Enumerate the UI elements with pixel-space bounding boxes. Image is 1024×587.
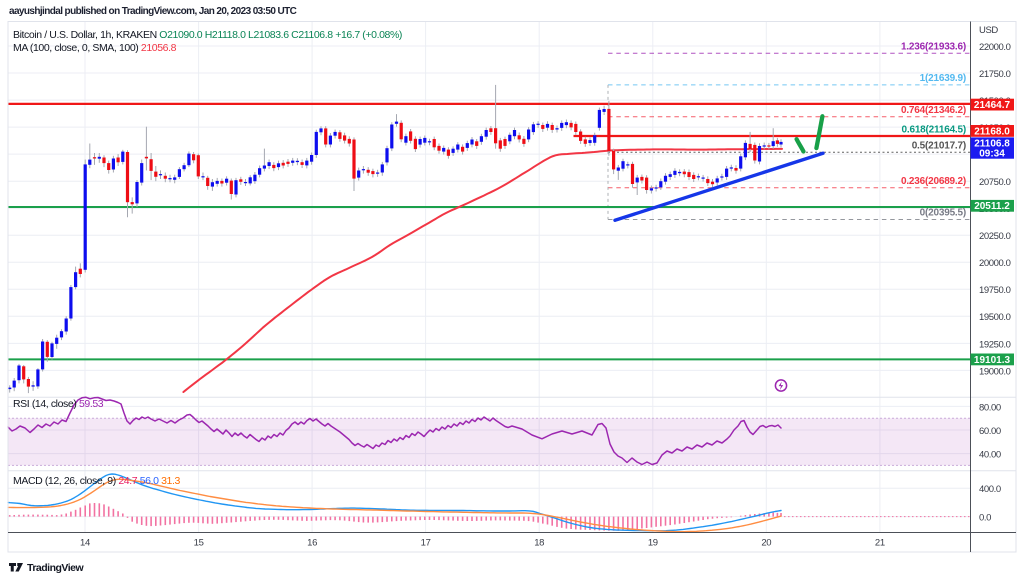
- svg-text:MACD (12, 26, close, 9) 24.7: MACD (12, 26, close, 9) 24.7 56.0 31.3: [13, 475, 180, 487]
- svg-text:19: 19: [648, 538, 658, 549]
- svg-text:0.764(21346.2): 0.764(21346.2): [901, 105, 966, 116]
- svg-text:20000.0: 20000.0: [979, 258, 1011, 269]
- svg-text:Bitcoin / U.S. Dollar, 1h, KRA: Bitcoin / U.S. Dollar, 1h, KRAKEN O21090…: [13, 29, 402, 41]
- svg-text:19500.0: 19500.0: [979, 312, 1011, 323]
- svg-text:09:34: 09:34: [979, 148, 1005, 159]
- svg-text:1(21639.9): 1(21639.9): [920, 73, 966, 84]
- svg-text:20750.0: 20750.0: [979, 177, 1011, 188]
- svg-text:20250.0: 20250.0: [979, 231, 1011, 242]
- svg-text:16: 16: [307, 538, 317, 549]
- svg-text:19750.0: 19750.0: [979, 285, 1011, 296]
- svg-text:40.00: 40.00: [979, 450, 1001, 461]
- svg-text:21: 21: [875, 538, 885, 549]
- svg-text:21750.0: 21750.0: [979, 69, 1011, 80]
- svg-text:21106.8: 21106.8: [974, 138, 1010, 149]
- svg-text:0.618(21164.5): 0.618(21164.5): [902, 125, 966, 136]
- svg-text:0.5(21017.7): 0.5(21017.7): [912, 140, 966, 151]
- svg-text:20511.2: 20511.2: [974, 201, 1010, 212]
- svg-text:0.0: 0.0: [979, 513, 991, 524]
- svg-text:0.236(20689.2): 0.236(20689.2): [901, 176, 966, 187]
- svg-text:80.00: 80.00: [979, 402, 1001, 413]
- svg-text:19101.3: 19101.3: [974, 355, 1011, 366]
- svg-text:RSI (14, close) 59.53: RSI (14, close) 59.53: [13, 398, 104, 410]
- svg-text:MA (100, close, 0, SMA, 100) 2: MA (100, close, 0, SMA, 100) 21056.8: [13, 42, 177, 54]
- svg-text:20: 20: [761, 538, 771, 549]
- svg-text:19000.0: 19000.0: [979, 366, 1011, 377]
- svg-text:15: 15: [194, 538, 204, 549]
- svg-text:21168.0: 21168.0: [974, 126, 1010, 137]
- svg-text:22000.0: 22000.0: [979, 42, 1011, 53]
- svg-text:19250.0: 19250.0: [979, 339, 1011, 350]
- svg-text:17: 17: [421, 538, 431, 549]
- svg-text:60.00: 60.00: [979, 426, 1001, 437]
- svg-text:400.0: 400.0: [979, 484, 1001, 495]
- svg-text:0(20395.5): 0(20395.5): [920, 208, 966, 219]
- svg-text:USD: USD: [979, 25, 998, 36]
- svg-text:14: 14: [80, 538, 90, 549]
- svg-text:18: 18: [534, 538, 544, 549]
- svg-text:21464.7: 21464.7: [974, 100, 1011, 111]
- svg-text:1.236(21933.6): 1.236(21933.6): [901, 41, 966, 52]
